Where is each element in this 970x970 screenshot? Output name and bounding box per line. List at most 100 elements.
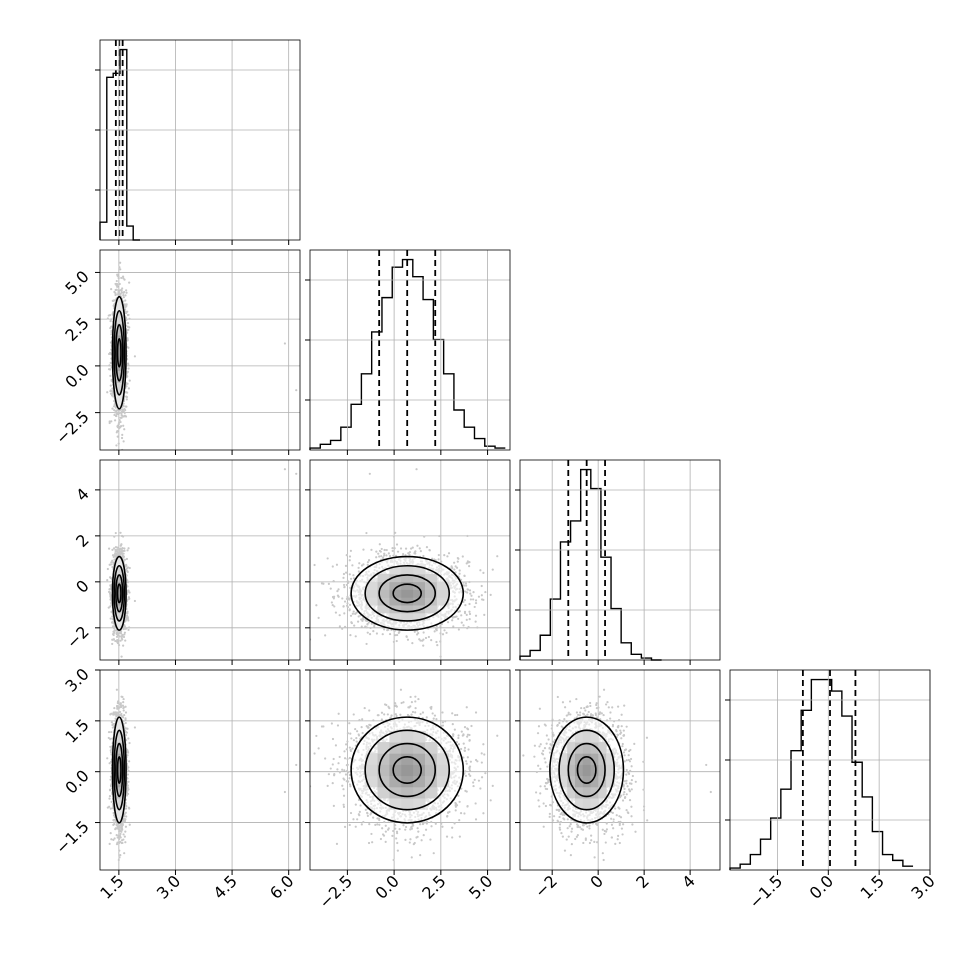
- scatter-point: [109, 361, 112, 365]
- histogram-step: [519, 468, 662, 661]
- scatter-points: [106, 468, 298, 658]
- x-tick-label: 1.5: [857, 871, 888, 902]
- panel-frame: [729, 669, 931, 871]
- scatter-point: [111, 548, 114, 551]
- scatter-point: [122, 294, 125, 297]
- scatter-point: [108, 576, 112, 579]
- scatter-point: [107, 314, 110, 317]
- scatter-point: [124, 294, 127, 297]
- scatter-point: [111, 392, 115, 395]
- scatter-point: [128, 317, 131, 320]
- scatter-point: [111, 299, 114, 302]
- x-tick-label: 3.0: [907, 871, 938, 902]
- scatter-point: [114, 550, 117, 553]
- scatter-point: [118, 282, 121, 286]
- scatter-point: [120, 289, 123, 292]
- scatter-point: [115, 444, 118, 447]
- scatter-point: [110, 318, 113, 321]
- scatter-point: [125, 291, 128, 294]
- scatter-point: [115, 279, 118, 283]
- scatter-point: [118, 266, 121, 269]
- scatter-point: [122, 440, 125, 443]
- scatter-point: [107, 547, 111, 550]
- histogram-step: [309, 258, 506, 450]
- scatter-point: [123, 633, 126, 636]
- scatter-point: [117, 275, 120, 278]
- x-tick-label: −1.5: [745, 871, 786, 912]
- scatter-point: [122, 424, 125, 427]
- scatter-point: [125, 391, 128, 394]
- scatter-point: [119, 531, 122, 534]
- scatter-point: [108, 592, 112, 595]
- scatter-point: [125, 331, 129, 334]
- scatter-point: [124, 627, 127, 630]
- scatter-point: [113, 290, 116, 294]
- scatter-point: [125, 385, 128, 388]
- scatter-point: [119, 426, 122, 429]
- panel-frame: [99, 249, 301, 451]
- scatter-point: [109, 598, 112, 601]
- grid-lines: [100, 250, 300, 450]
- scatter-point: [110, 420, 113, 423]
- scatter-point: [120, 411, 123, 414]
- scatter-point: [112, 304, 115, 307]
- scatter-point: [111, 407, 114, 410]
- scatter-point: [126, 337, 129, 340]
- scatter-point: [122, 291, 125, 294]
- scatter-point: [126, 362, 130, 365]
- contour: [115, 323, 124, 382]
- scatter-point: [123, 308, 127, 311]
- scatter-point: [109, 617, 112, 620]
- scatter-point: [125, 405, 128, 408]
- scatter-point: [120, 543, 123, 546]
- grid-lines: [100, 40, 300, 240]
- scatter-point: [114, 419, 117, 422]
- panel-frame: [99, 39, 301, 241]
- scatter-point: [123, 558, 127, 561]
- scatter-point: [113, 409, 116, 412]
- scatter-point: [118, 552, 122, 555]
- scatter-point: [111, 565, 114, 569]
- x-tick-label: 0.0: [806, 871, 837, 902]
- contour: [113, 309, 126, 396]
- scatter-point: [124, 311, 127, 314]
- scatter-point: [110, 561, 113, 564]
- scatter-point: [106, 317, 109, 320]
- scatter-point: [127, 387, 131, 390]
- panel-frame: [519, 459, 721, 661]
- scatter-point: [108, 563, 111, 566]
- ticks: [95, 69, 290, 245]
- scatter-point: [126, 321, 130, 325]
- scatter-point: [125, 557, 129, 561]
- scatter-point: [114, 411, 117, 414]
- scatter-point: [128, 597, 131, 600]
- y-tick-label: 5.0: [61, 267, 92, 298]
- scatter-point: [115, 635, 119, 638]
- scatter-point: [126, 313, 129, 317]
- scatter-point: [117, 644, 121, 647]
- scatter-point: [119, 547, 122, 550]
- scatter-point: [126, 345, 129, 349]
- scatter-point: [123, 631, 127, 634]
- scatter-point: [120, 276, 123, 280]
- scatter-point: [117, 293, 120, 296]
- scatter-point: [133, 599, 137, 603]
- density-panel-3-1: [106, 468, 298, 658]
- scatter-point: [283, 342, 287, 345]
- y-tick-label: 2.5: [61, 314, 92, 345]
- scatter-point: [121, 409, 124, 412]
- hist-panel-4: [729, 670, 914, 870]
- scatter-point: [111, 313, 114, 316]
- scatter-point: [126, 339, 129, 342]
- scatter-point: [121, 275, 125, 278]
- hist-panel-2: [309, 250, 506, 450]
- scatter-point: [109, 320, 112, 323]
- scatter-point: [108, 420, 111, 423]
- scatter-point: [120, 436, 124, 440]
- scatter-point: [125, 614, 129, 617]
- scatter-point: [115, 414, 118, 418]
- scatter-point: [119, 639, 122, 642]
- scatter-point: [119, 420, 122, 424]
- scatter-point: [110, 379, 113, 382]
- scatter-point: [119, 268, 122, 271]
